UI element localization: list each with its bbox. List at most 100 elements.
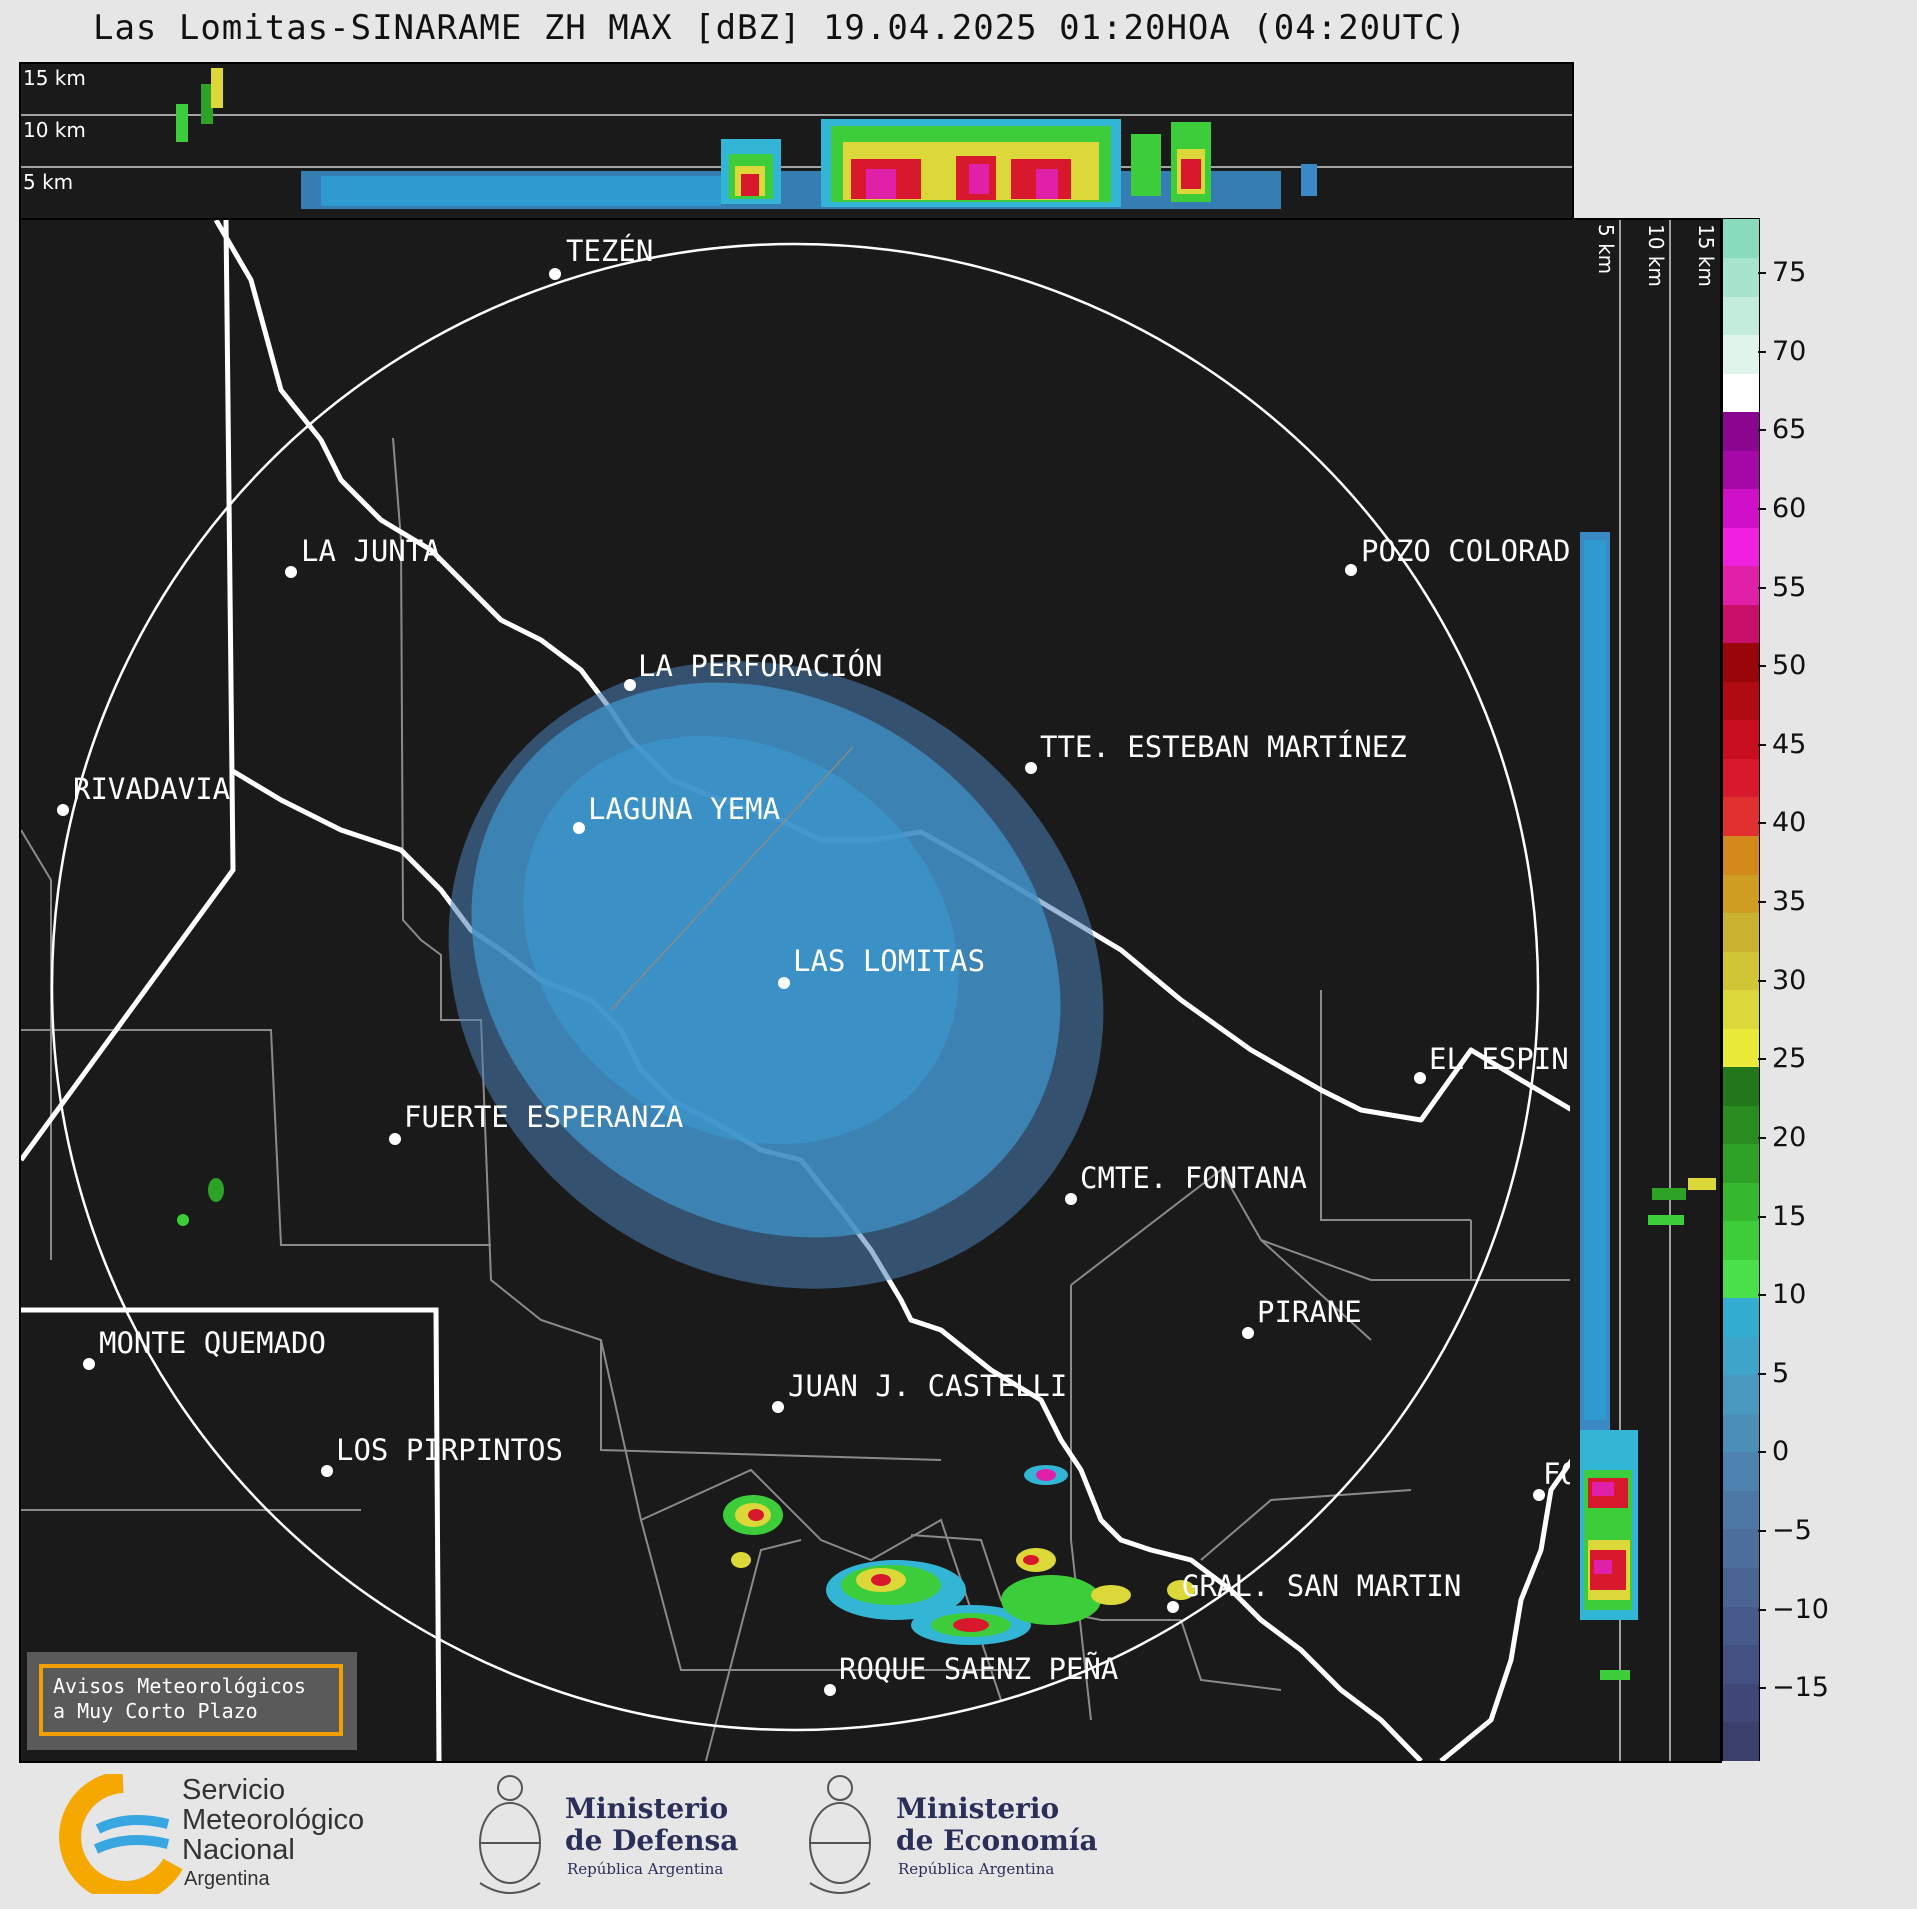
colorbar-segment xyxy=(1723,1490,1759,1530)
smn-line-4: Argentina xyxy=(184,1868,270,1890)
colorbar-segment xyxy=(1723,1259,1759,1299)
colorbar-segment xyxy=(1723,450,1759,490)
colorbar-tick-label: 65 xyxy=(1772,414,1807,446)
city-label-gral-san-martin: GRAL. SAN MARTIN xyxy=(1182,1569,1462,1603)
colorbar-segment xyxy=(1723,1374,1759,1414)
colorbar-segment xyxy=(1723,373,1759,413)
side-altitude-label-15km: 15 km xyxy=(1694,224,1718,287)
colorbar-tick-label: 5 xyxy=(1772,1357,1790,1389)
city-label-laguna-yema: LAGUNA YEMA xyxy=(588,792,781,826)
colorbar-segment xyxy=(1723,1682,1759,1723)
economia-line-3: República Argentina xyxy=(898,1860,1055,1878)
colorbar-tick-mark xyxy=(1758,901,1766,903)
top-altitude-label-15km: 15 km xyxy=(23,66,86,90)
city-label-cmte-fontana: CMTE. FONTANA xyxy=(1080,1161,1307,1195)
colorbar-segment xyxy=(1723,1528,1759,1568)
colorbar-tick-label: 30 xyxy=(1772,964,1807,996)
colorbar-segment xyxy=(1723,257,1759,297)
footer-logos: Servicio Meteorológico Nacional Argentin… xyxy=(0,1762,1917,1909)
colorbar-tick-label: 45 xyxy=(1772,728,1807,760)
city-label-la-perforacion: LA PERFORACIÓN xyxy=(638,649,883,683)
colorbar-tick-label: −15 xyxy=(1772,1672,1829,1704)
colorbar-tick-mark xyxy=(1758,1529,1766,1532)
colorbar-segment xyxy=(1723,758,1759,798)
colorbar-segment xyxy=(1723,1143,1759,1183)
colorbar-tick-mark xyxy=(1758,1608,1766,1611)
top-altitude-label-5km: 5 km xyxy=(23,170,74,194)
defensa-line-1: Ministerio xyxy=(565,1792,729,1825)
colorbar-tick-mark xyxy=(1758,350,1766,353)
colorbar-tick-mark xyxy=(1758,822,1766,825)
colorbar-tick-mark xyxy=(1758,1451,1766,1454)
colorbar-tick-label: 10 xyxy=(1772,1279,1807,1311)
side-profile-canvas xyxy=(1580,220,1716,1761)
colorbar-segment xyxy=(1723,1297,1759,1337)
colorbar-segment xyxy=(1723,1220,1759,1260)
colorbar-tick-mark xyxy=(1758,507,1766,510)
economia-coat-of-arms-icon xyxy=(809,1775,871,1894)
colorbar-tick-mark xyxy=(1758,1687,1766,1690)
avisos-button[interactable]: Avisos Meteorológicos a Muy Corto Plazo xyxy=(27,1652,357,1750)
colorbar-segment xyxy=(1723,1451,1759,1491)
colorbar-segment xyxy=(1723,719,1759,759)
city-label-rivadavia: RIVADAVIA xyxy=(73,772,231,806)
colorbar-tick-mark xyxy=(1758,743,1766,746)
top-height-profile: 15 km 10 km 5 km xyxy=(19,62,1574,222)
city-label-pirane: PIRANE xyxy=(1257,1295,1362,1329)
colorbar-segment xyxy=(1723,796,1759,836)
defensa-line-2: de Defensa xyxy=(565,1824,739,1857)
colorbar-segment xyxy=(1723,989,1759,1029)
city-label-la-junta: LA JUNTA xyxy=(301,534,441,568)
city-label-fuerte-esperanza: FUERTE ESPERANZA xyxy=(404,1100,684,1134)
radar-map-canvas xyxy=(21,220,1572,1761)
colorbar-segment xyxy=(1723,681,1759,721)
city-label-tte-esteban-martinez: TTE. ESTEBAN MARTÍNEZ xyxy=(1040,730,1407,764)
colorbar-segment xyxy=(1723,1105,1759,1145)
top-altitude-label-10km: 10 km xyxy=(23,118,86,142)
colorbar-tick-mark xyxy=(1758,979,1766,982)
smn-logo-icon xyxy=(59,1774,183,1894)
colorbar-tick-label: 70 xyxy=(1772,335,1807,367)
colorbar-segment xyxy=(1723,565,1759,605)
colorbar-segment xyxy=(1723,1644,1759,1684)
colorbar-tick-mark xyxy=(1758,1215,1766,1218)
side-altitude-label-10km: 10 km xyxy=(1644,224,1668,287)
city-label-formosa: FO xyxy=(1543,1457,1572,1491)
map-title: Las Lomitas-SINARAME ZH MAX [dBZ] 19.04.… xyxy=(92,8,1468,48)
reflectivity-colorbar xyxy=(1722,218,1760,1761)
colorbar-segment xyxy=(1723,1567,1759,1607)
city-label-pozo-colorado: POZO COLORADO xyxy=(1361,534,1572,568)
avisos-line-2: a Muy Corto Plazo xyxy=(53,1699,258,1723)
colorbar-segment xyxy=(1723,950,1759,991)
colorbar-tick-mark xyxy=(1758,1372,1766,1375)
colorbar-tick-mark xyxy=(1758,1136,1766,1139)
colorbar-segment xyxy=(1723,1413,1759,1453)
top-profile-canvas xyxy=(21,68,1572,209)
city-label-monte-quemado: MONTE QUEMADO xyxy=(99,1326,326,1360)
colorbar-tick-label: 60 xyxy=(1772,492,1807,524)
colorbar-tick-mark xyxy=(1758,1294,1766,1297)
colorbar-segment xyxy=(1723,1066,1759,1106)
colorbar-segment xyxy=(1723,1605,1759,1646)
radar-map[interactable]: TEZÉN LA JUNTA POZO COLORADO LA PERFORAC… xyxy=(19,218,1574,1763)
side-height-profile: 5 km 10 km 15 km xyxy=(1570,218,1722,1763)
colorbar-tick-label: 75 xyxy=(1772,257,1807,289)
colorbar-segment xyxy=(1723,1721,1759,1761)
colorbar-tick-label: 15 xyxy=(1772,1200,1807,1232)
smn-line-1: Servicio xyxy=(182,1774,286,1806)
defensa-line-3: República Argentina xyxy=(567,1860,724,1878)
colorbar-tick-label: −10 xyxy=(1772,1593,1829,1625)
defensa-coat-of-arms-icon xyxy=(479,1775,541,1894)
city-label-juan-j-castelli: JUAN J. CASTELLI xyxy=(788,1369,1068,1403)
colorbar-segment xyxy=(1723,1028,1759,1068)
city-label-tezen: TEZÉN xyxy=(566,234,654,268)
colorbar-tick-mark xyxy=(1758,272,1766,275)
city-label-las-lomitas: LAS LOMITAS xyxy=(793,944,986,978)
side-altitude-label-5km: 5 km xyxy=(1594,224,1618,275)
colorbar-tick-label: 55 xyxy=(1772,571,1807,603)
colorbar-tick-mark xyxy=(1758,1058,1766,1061)
city-label-los-pirpintos: LOS PIRPINTOS xyxy=(336,1433,563,1467)
colorbar-tick-label: −5 xyxy=(1772,1514,1812,1546)
city-label-roque-saenz-pena: ROQUE SAENZ PEÑA xyxy=(839,1652,1119,1686)
colorbar-segment xyxy=(1723,1182,1759,1222)
